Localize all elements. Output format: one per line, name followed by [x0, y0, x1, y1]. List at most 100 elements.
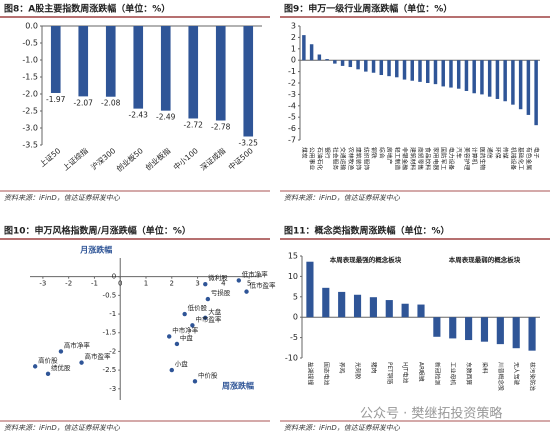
y-tick-label: -5: [290, 333, 298, 342]
y-tick-label: -5: [288, 113, 296, 122]
x-tick-label: 公用事业: [308, 147, 316, 170]
x-tick-label: 新冠检测: [433, 362, 441, 385]
bar: [356, 60, 360, 70]
y-tick-label: 10: [288, 272, 298, 281]
x-tick-label: 轻工制造: [393, 147, 401, 170]
x-tick-label: 纺织服饰: [362, 147, 370, 170]
x-tick-label: 2: [170, 280, 174, 288]
point-label: 低价股: [188, 303, 208, 312]
chart-title: 图8：A股主要指数周涨跌幅（单位：%）: [4, 3, 170, 15]
point-label: 低市盈率: [250, 281, 276, 290]
x-tick-label: 农林牧渔: [347, 147, 355, 170]
bar: [50, 26, 61, 93]
x-tick-label: 环保: [494, 147, 502, 159]
y-tick-label: -6: [288, 124, 296, 133]
bar: [464, 60, 469, 91]
y-tick-label: -2.0: [22, 90, 38, 99]
chart-title: 图11：概念类指数周涨跌幅（单位：%）: [284, 225, 450, 237]
bar: [402, 60, 407, 80]
bar: [487, 60, 492, 97]
x-tick-label: 猪肉: [370, 362, 378, 374]
bar: [449, 317, 457, 339]
x-tick-label: 中小100: [171, 145, 200, 172]
bar: [528, 317, 536, 351]
x-tick-label: 4: [221, 280, 226, 288]
x-tick-label: 无人驾驶: [513, 362, 521, 385]
x-tick-label: 上证综指: [60, 145, 90, 172]
x-tick-label: -3: [39, 280, 46, 288]
y-tick-label: 1: [291, 44, 296, 53]
bar: [215, 26, 226, 121]
point-label: 低市净率: [242, 269, 268, 278]
y-tick-label: -1.5: [103, 329, 117, 337]
bar: [426, 60, 430, 83]
point-label: 大盘: [208, 307, 222, 316]
bar: [417, 304, 425, 318]
x-tick-label: 创业板50: [114, 145, 145, 173]
y-tick-label: 0: [112, 273, 116, 281]
point: [244, 289, 249, 294]
x-tick-label: 5: [247, 280, 251, 288]
bar: [333, 60, 337, 64]
bar: [317, 54, 322, 61]
value-label: -1.97: [46, 95, 66, 104]
x-tick-label: 上证50: [38, 146, 63, 169]
x-tick-label: 银行: [324, 147, 332, 159]
y-tick-label: -0.5: [103, 291, 117, 299]
x-tick-label: 房地产: [386, 147, 394, 165]
bar: [480, 60, 484, 95]
y-tick-label: 5: [293, 292, 298, 301]
x-tick-label: 核污染防治: [529, 362, 537, 391]
watermark: 公众号 · 樊继拓投资策略: [360, 406, 502, 422]
point: [169, 367, 174, 373]
bar: [325, 59, 329, 61]
value-label: -3.25: [239, 139, 259, 148]
point-label: 中市净率: [172, 325, 199, 334]
bar: [387, 60, 391, 77]
bar: [534, 60, 538, 126]
group-label: 本周表现最弱的概念板块: [449, 255, 521, 264]
y-tick-label: -3.0: [22, 124, 38, 133]
x-tick-label: 计算机: [471, 147, 479, 165]
x-tick-label: 川普概念股: [497, 362, 505, 391]
bar: [348, 60, 353, 68]
bar: [322, 287, 330, 318]
bar: [338, 291, 346, 318]
bar: [518, 60, 523, 110]
x-tick-label: 基础化工: [517, 147, 525, 170]
x-tick-label: 综合: [378, 147, 386, 159]
bar: [133, 26, 144, 109]
source: 资料来源：iFinD，信达证券研发中心: [4, 194, 121, 202]
x-tick-label: 国防军工: [440, 147, 448, 170]
chart-title: 图9：申万一级行业周涨跌幅（单位：%）: [284, 3, 452, 15]
bar: [418, 60, 422, 82]
x-tick-label: 交通运输: [339, 147, 347, 170]
point-label: 高市盈率: [85, 352, 112, 361]
y-tick-label: 0.0: [25, 22, 38, 31]
bar: [369, 297, 377, 318]
x-tick-label: 建筑装饰: [355, 147, 363, 170]
point: [205, 296, 211, 302]
x-tick-label: 固态电池: [322, 362, 330, 385]
x-tick-label: -2: [65, 280, 72, 288]
x-tick-label: 非银金融: [401, 147, 409, 170]
bar: [309, 44, 314, 61]
bar: [364, 60, 368, 72]
x-tick-label: 盐湖提锂: [306, 362, 314, 385]
x-tick-label: 深证成指: [198, 145, 228, 172]
y-tick-label: -3.5: [22, 141, 38, 150]
point: [167, 334, 172, 339]
x-tick-label: 通信: [486, 147, 494, 159]
y-axis-title: 月涨跌幅: [79, 245, 112, 255]
y-tick-label: -0.5: [22, 39, 38, 48]
x-tick-label: 1: [144, 280, 148, 288]
y-tick-label: -1: [288, 67, 296, 76]
x-tick-label: 美容护理: [463, 147, 471, 170]
point-label: 亏损股: [211, 288, 231, 297]
point-label: 中市盈率: [195, 314, 222, 323]
x-tick-label: 社会服务: [331, 147, 339, 170]
group-label: 本周表现最强的概念板块: [330, 255, 402, 264]
bar: [302, 35, 306, 61]
bar: [371, 60, 376, 73]
